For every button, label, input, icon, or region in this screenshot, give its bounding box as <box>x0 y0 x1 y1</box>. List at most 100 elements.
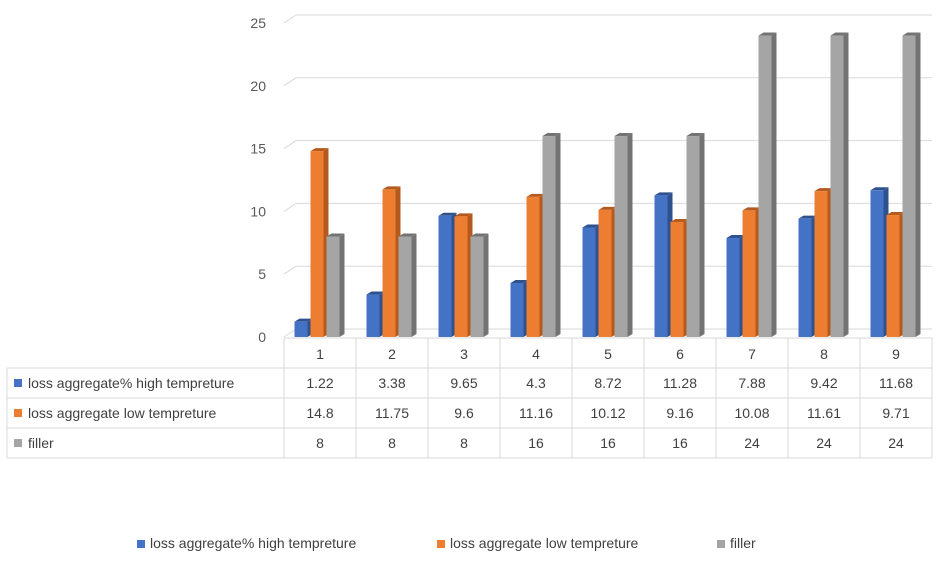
data-label: 8 <box>460 435 468 451</box>
legend-key <box>14 409 22 417</box>
data-label: 9.42 <box>810 375 837 391</box>
bar-top <box>326 233 345 237</box>
series-label: loss aggregate% high tempreture <box>28 375 234 391</box>
x-tick-label: 1 <box>316 346 324 362</box>
data-label: 14.8 <box>306 405 333 421</box>
bar-top <box>438 212 457 216</box>
data-label: 24 <box>888 435 904 451</box>
bar <box>670 221 684 337</box>
bar <box>526 196 540 337</box>
bar-top <box>670 218 689 222</box>
data-label: 11.28 <box>663 375 697 391</box>
bar <box>542 136 556 337</box>
bar-top <box>798 215 817 219</box>
bars <box>294 32 921 338</box>
bar <box>726 238 740 337</box>
bar-side <box>771 32 777 338</box>
bar <box>758 35 772 338</box>
legend-key <box>14 379 22 387</box>
bar-top <box>814 188 833 192</box>
gridline-depth <box>283 14 297 24</box>
gridline-depth <box>283 328 297 338</box>
x-tick-label: 8 <box>820 346 828 362</box>
bar <box>582 227 596 337</box>
gridline-depth <box>283 77 297 87</box>
bar-side <box>627 133 633 337</box>
series-label: loss aggregate low tempreture <box>28 405 217 421</box>
data-label: 24 <box>816 435 832 451</box>
bar-top <box>614 133 633 137</box>
data-label: 16 <box>672 435 688 451</box>
bar <box>366 294 380 337</box>
legend-key <box>717 540 725 548</box>
bar <box>510 282 524 337</box>
bar-top <box>598 206 617 210</box>
bar-top <box>830 32 849 36</box>
data-label: 7.88 <box>738 375 765 391</box>
bar-side <box>915 32 921 338</box>
bar <box>798 218 812 337</box>
data-label: 8 <box>388 435 396 451</box>
bar-top <box>310 148 329 152</box>
bar-top <box>542 133 561 137</box>
bar-side <box>555 133 561 337</box>
bar <box>870 190 884 337</box>
legend-label: filler <box>730 535 756 551</box>
y-tick-label: 10 <box>250 203 266 219</box>
bar <box>814 191 828 337</box>
y-tick-label: 25 <box>250 15 266 31</box>
data-label: 11.68 <box>879 375 913 391</box>
y-tick-label: 20 <box>250 78 266 94</box>
y-axis-ticks: 0 5 10 15 20 25 <box>250 15 266 345</box>
y-tick-label: 5 <box>258 266 266 282</box>
bar-top <box>870 187 889 191</box>
bar-top <box>526 193 545 197</box>
bar-top <box>510 279 529 283</box>
gridline-depth <box>283 202 297 212</box>
x-tick-label: 4 <box>532 346 540 362</box>
bar-top <box>382 186 401 190</box>
bar <box>654 195 668 337</box>
data-label: 11.61 <box>807 405 841 421</box>
x-tick-label: 9 <box>892 346 900 362</box>
data-label: 16 <box>528 435 544 451</box>
bar-top <box>902 32 921 36</box>
data-label: 24 <box>744 435 760 451</box>
bar <box>326 236 340 337</box>
bar-top <box>758 32 777 36</box>
data-label: 8.72 <box>594 375 621 391</box>
bar-top <box>654 192 673 196</box>
legend-label: loss aggregate low tempreture <box>450 535 639 551</box>
bar-top <box>470 233 489 237</box>
data-label: 11.16 <box>519 405 553 421</box>
data-label: 9.65 <box>450 375 477 391</box>
series-label: filler <box>28 435 54 451</box>
bar-top <box>742 207 761 211</box>
bar-side <box>411 233 417 337</box>
bar-top <box>886 212 905 216</box>
bar-top <box>294 318 313 322</box>
x-tick-label: 5 <box>604 346 612 362</box>
y-tick-label: 0 <box>258 329 266 345</box>
gridline-depth <box>283 140 297 150</box>
bar <box>438 215 452 337</box>
data-label: 4.3 <box>526 375 546 391</box>
data-label: 16 <box>600 435 616 451</box>
data-label: 10.12 <box>590 405 625 421</box>
gridline-depth <box>283 265 297 275</box>
bar-top <box>582 224 601 228</box>
data-table: 1 2 3 4 5 6 7 8 9 loss aggregate% high tempreture… <box>6 337 933 459</box>
bar-top <box>398 233 417 237</box>
x-tick-label: 3 <box>460 346 468 362</box>
bar <box>470 236 484 337</box>
data-label: 9.6 <box>454 405 474 421</box>
bar <box>310 151 324 337</box>
bar <box>886 215 900 337</box>
data-label: 10.08 <box>734 405 769 421</box>
legend-key <box>437 540 445 548</box>
legend-key <box>14 439 22 447</box>
bar <box>454 216 468 337</box>
bar-top <box>454 213 473 217</box>
bar <box>598 209 612 337</box>
